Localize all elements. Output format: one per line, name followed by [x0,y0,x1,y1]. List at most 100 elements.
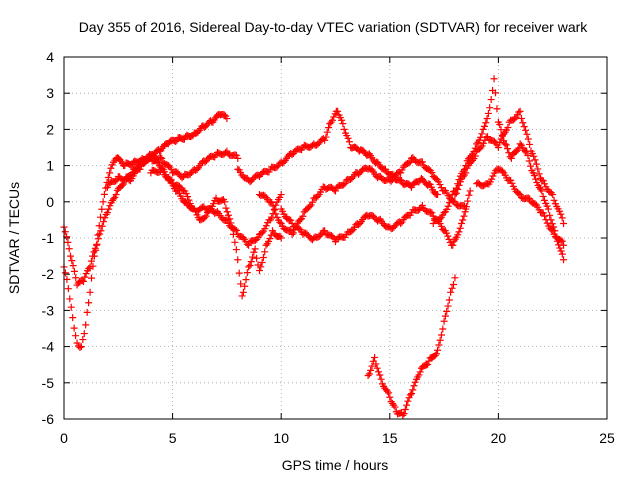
data-point-marker [220,111,228,119]
data-point-marker [185,196,193,204]
chart-title: Day 355 of 2016, Sidereal Day-to-day VTE… [79,19,589,35]
data-point-marker [483,114,491,122]
data-point-marker [242,276,250,284]
data-point-marker [228,224,236,232]
data-point-marker [247,258,255,266]
data-point-marker [386,393,394,401]
data-point-marker [72,332,80,340]
data-point-marker [449,241,457,249]
data-point-marker [277,234,285,242]
data-point-marker [259,253,267,261]
data-point-marker [68,257,76,265]
data-point-marker [341,233,349,241]
data-point-marker [428,169,436,177]
data-point-marker [539,209,547,217]
data-point-marker [462,203,470,211]
data-point-marker [156,154,164,162]
data-point-marker [416,368,424,376]
data-point-marker [437,331,445,339]
data-point-marker [332,187,339,195]
data-point-marker [89,262,97,270]
data-point-marker [436,215,444,223]
data-point-marker [459,173,467,181]
data-point-marker [70,324,78,332]
x-tick-label: 25 [599,430,615,446]
data-point-marker [494,144,502,151]
data-point-marker [441,312,449,320]
data-point-marker [276,232,284,240]
data-point-marker [101,214,109,222]
data-point-marker [77,343,85,351]
data-point-marker [245,241,253,249]
series-satellite-track-j [451,107,568,228]
data-point-marker [456,178,464,186]
data-point-marker [235,269,243,277]
data-point-marker [202,212,210,220]
data-point-marker [516,140,524,148]
data-point-marker [231,238,239,246]
data-point-marker [167,176,175,184]
data-point-marker [322,133,330,141]
data-point-marker [262,222,270,230]
data-point-marker [486,104,494,112]
x-tick-labels: 0 5 10 15 20 25 [60,430,615,446]
x-axis-title: GPS time / hours [282,457,389,473]
data-point-marker [405,159,413,167]
data-point-marker [547,189,555,197]
data-point-marker [376,371,384,379]
y-tick-label: -3 [42,302,55,318]
data-point-marker [416,205,424,213]
data-point-marker [88,274,96,282]
data-point-marker [234,256,242,264]
y-tick-label: -2 [42,266,55,282]
data-point-marker [82,321,90,329]
data-point-marker [484,133,492,141]
data-point-marker [86,288,94,296]
data-point-marker [83,308,91,316]
data-point-marker [434,191,442,199]
data-point-marker [232,151,240,159]
data-point-marker [251,245,259,253]
data-point-marker [388,399,396,407]
data-point-marker [261,248,269,256]
data-point-marker [223,208,231,216]
data-point-marker [136,165,144,173]
series-satellite-track-d [147,165,285,300]
data-point-marker [175,182,183,190]
data-point-marker [257,263,265,271]
data-point-marker [550,196,558,204]
y-tick-label: 0 [46,194,54,210]
data-point-marker [272,210,280,218]
data-point-marker [541,180,549,188]
data-point-marker [444,202,452,210]
series-satellite-track-f [255,154,470,238]
y-tick-label: -6 [42,411,55,427]
data-point-marker [557,236,565,244]
data-point-marker [341,180,349,188]
data-point-marker [334,107,342,115]
data-point-marker [285,226,293,234]
data-point-marker [489,172,497,180]
data-point-marker [445,235,453,243]
data-point-marker [348,227,356,235]
data-point-marker [473,140,481,148]
data-point-marker [105,205,113,213]
data-point-marker [94,235,102,243]
data-point-marker [410,382,418,390]
data-point-marker [372,360,380,368]
data-point-marker [266,198,274,206]
plot-frame [63,56,608,420]
data-point-marker [525,157,533,165]
data-point-marker [436,336,444,344]
data-point-marker [546,211,554,219]
series-satellite-track-k [473,165,568,249]
y-tick-label: 4 [46,49,54,65]
data-point-marker [299,212,307,220]
data-point-marker [482,119,490,127]
data-point-marker [254,234,262,242]
data-point-marker [531,156,539,164]
data-point-marker [502,141,510,149]
data-point-marker [488,175,496,183]
data-point-marker [406,391,414,399]
